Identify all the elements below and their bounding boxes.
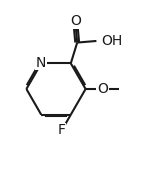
Text: O: O — [97, 82, 108, 96]
Text: OH: OH — [101, 34, 122, 48]
Text: N: N — [36, 56, 46, 70]
Text: O: O — [70, 14, 81, 28]
Text: F: F — [58, 123, 66, 137]
